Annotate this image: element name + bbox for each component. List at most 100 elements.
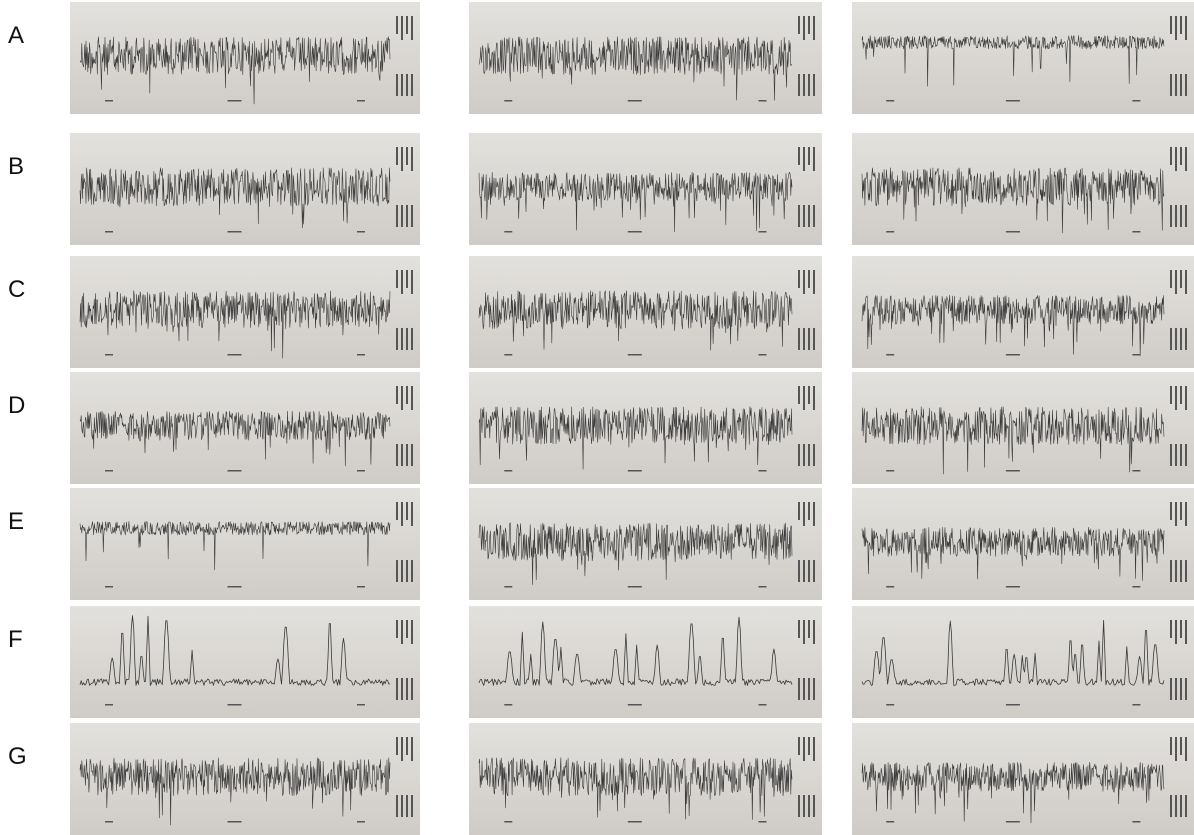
surface-profile-trace xyxy=(469,133,822,245)
scale-mark xyxy=(627,586,642,588)
profile-photo-c-1 xyxy=(70,256,420,368)
scale-mark xyxy=(105,821,113,823)
row-label-c: C xyxy=(8,276,26,303)
scale-mark xyxy=(357,231,365,233)
scale-mark xyxy=(1132,586,1141,588)
scale-mark xyxy=(886,231,895,233)
printout-annotation xyxy=(396,16,413,96)
scale-mark xyxy=(886,821,895,823)
profile-trace xyxy=(861,762,1165,824)
scale-mark xyxy=(105,100,113,102)
scale-mark xyxy=(357,586,365,588)
printout-annotation xyxy=(798,620,815,700)
profile-photo-f-1 xyxy=(70,606,420,718)
printout-annotation xyxy=(1170,16,1187,96)
scale-mark xyxy=(357,100,365,102)
profile-trace xyxy=(478,616,793,686)
paper-background xyxy=(469,723,822,835)
scale-mark xyxy=(627,704,642,706)
printout-annotation xyxy=(1170,270,1187,350)
profile-photo-a-2 xyxy=(469,2,822,114)
scale-mark xyxy=(105,354,113,356)
row-label-g: G xyxy=(8,743,27,770)
scale-mark xyxy=(627,100,642,102)
scale-mark xyxy=(1005,231,1020,233)
scale-mark xyxy=(105,704,113,706)
scale-mark xyxy=(1005,100,1020,102)
scale-mark xyxy=(504,704,513,706)
printout-annotation xyxy=(396,620,413,700)
scale-mark xyxy=(227,470,242,472)
surface-profile-trace xyxy=(70,256,420,368)
scale-mark xyxy=(758,231,767,233)
profile-trace xyxy=(861,620,1165,686)
profile-trace xyxy=(79,521,391,570)
profile-photo-d-1 xyxy=(70,372,420,484)
scale-mark xyxy=(627,354,642,356)
profile-photo-g-2 xyxy=(469,723,822,835)
surface-profile-trace xyxy=(469,723,822,835)
scale-mark xyxy=(504,354,513,356)
scale-mark xyxy=(758,100,767,102)
printout-annotation xyxy=(798,147,815,227)
scale-mark xyxy=(1005,821,1020,823)
printout-annotation xyxy=(396,737,413,817)
scale-mark xyxy=(227,100,242,102)
profile-trace xyxy=(861,167,1165,234)
scale-mark xyxy=(627,470,642,472)
printout-annotation xyxy=(396,147,413,227)
paper-background xyxy=(469,133,822,245)
scale-mark xyxy=(1132,704,1141,706)
printout-annotation xyxy=(1170,147,1187,227)
printout-annotation xyxy=(396,502,413,582)
scale-mark xyxy=(504,231,513,233)
paper-background xyxy=(469,256,822,368)
scale-mark xyxy=(1132,470,1141,472)
printout-annotation xyxy=(798,386,815,466)
profile-photo-c-2 xyxy=(469,256,822,368)
surface-profile-trace xyxy=(70,133,420,245)
profile-trace xyxy=(478,406,793,470)
row-label-a: A xyxy=(8,22,25,49)
surface-profile-trace xyxy=(70,723,420,835)
row-label-e: E xyxy=(8,508,25,535)
scale-mark xyxy=(1005,586,1020,588)
profile-photo-e-3 xyxy=(852,488,1194,600)
scale-mark xyxy=(758,354,767,356)
surface-profile-trace xyxy=(70,606,420,718)
row-label-f: F xyxy=(8,626,23,653)
scale-mark xyxy=(1005,354,1020,356)
profile-photo-a-1 xyxy=(70,2,420,114)
printout-annotation xyxy=(798,502,815,582)
scale-mark xyxy=(627,231,642,233)
profile-trace xyxy=(478,36,793,101)
surface-profile-trace xyxy=(852,133,1194,245)
surface-profile-trace xyxy=(852,256,1194,368)
surface-profile-trace xyxy=(70,488,420,600)
scale-mark xyxy=(758,821,767,823)
scale-mark xyxy=(357,821,365,823)
surface-profile-trace xyxy=(469,372,822,484)
scale-mark xyxy=(105,231,113,233)
profile-photo-g-3 xyxy=(852,723,1194,835)
profile-trace xyxy=(478,290,793,351)
paper-background xyxy=(852,372,1194,484)
profile-trace xyxy=(478,522,793,585)
profile-trace xyxy=(478,172,793,232)
profile-trace xyxy=(79,290,391,359)
printout-annotation xyxy=(798,16,815,96)
scale-mark xyxy=(357,704,365,706)
profile-photo-e-2 xyxy=(469,488,822,600)
profile-photo-d-3 xyxy=(852,372,1194,484)
scale-mark xyxy=(504,821,513,823)
surface-profile-trace xyxy=(70,2,420,114)
scale-mark xyxy=(758,586,767,588)
surface-profile-trace xyxy=(852,372,1194,484)
scale-mark xyxy=(1132,821,1141,823)
surface-profile-trace xyxy=(469,606,822,718)
profile-photo-a-3 xyxy=(852,2,1194,114)
printout-annotation xyxy=(798,737,815,817)
scale-mark xyxy=(357,354,365,356)
paper-background xyxy=(852,2,1194,114)
scale-mark xyxy=(357,470,365,472)
